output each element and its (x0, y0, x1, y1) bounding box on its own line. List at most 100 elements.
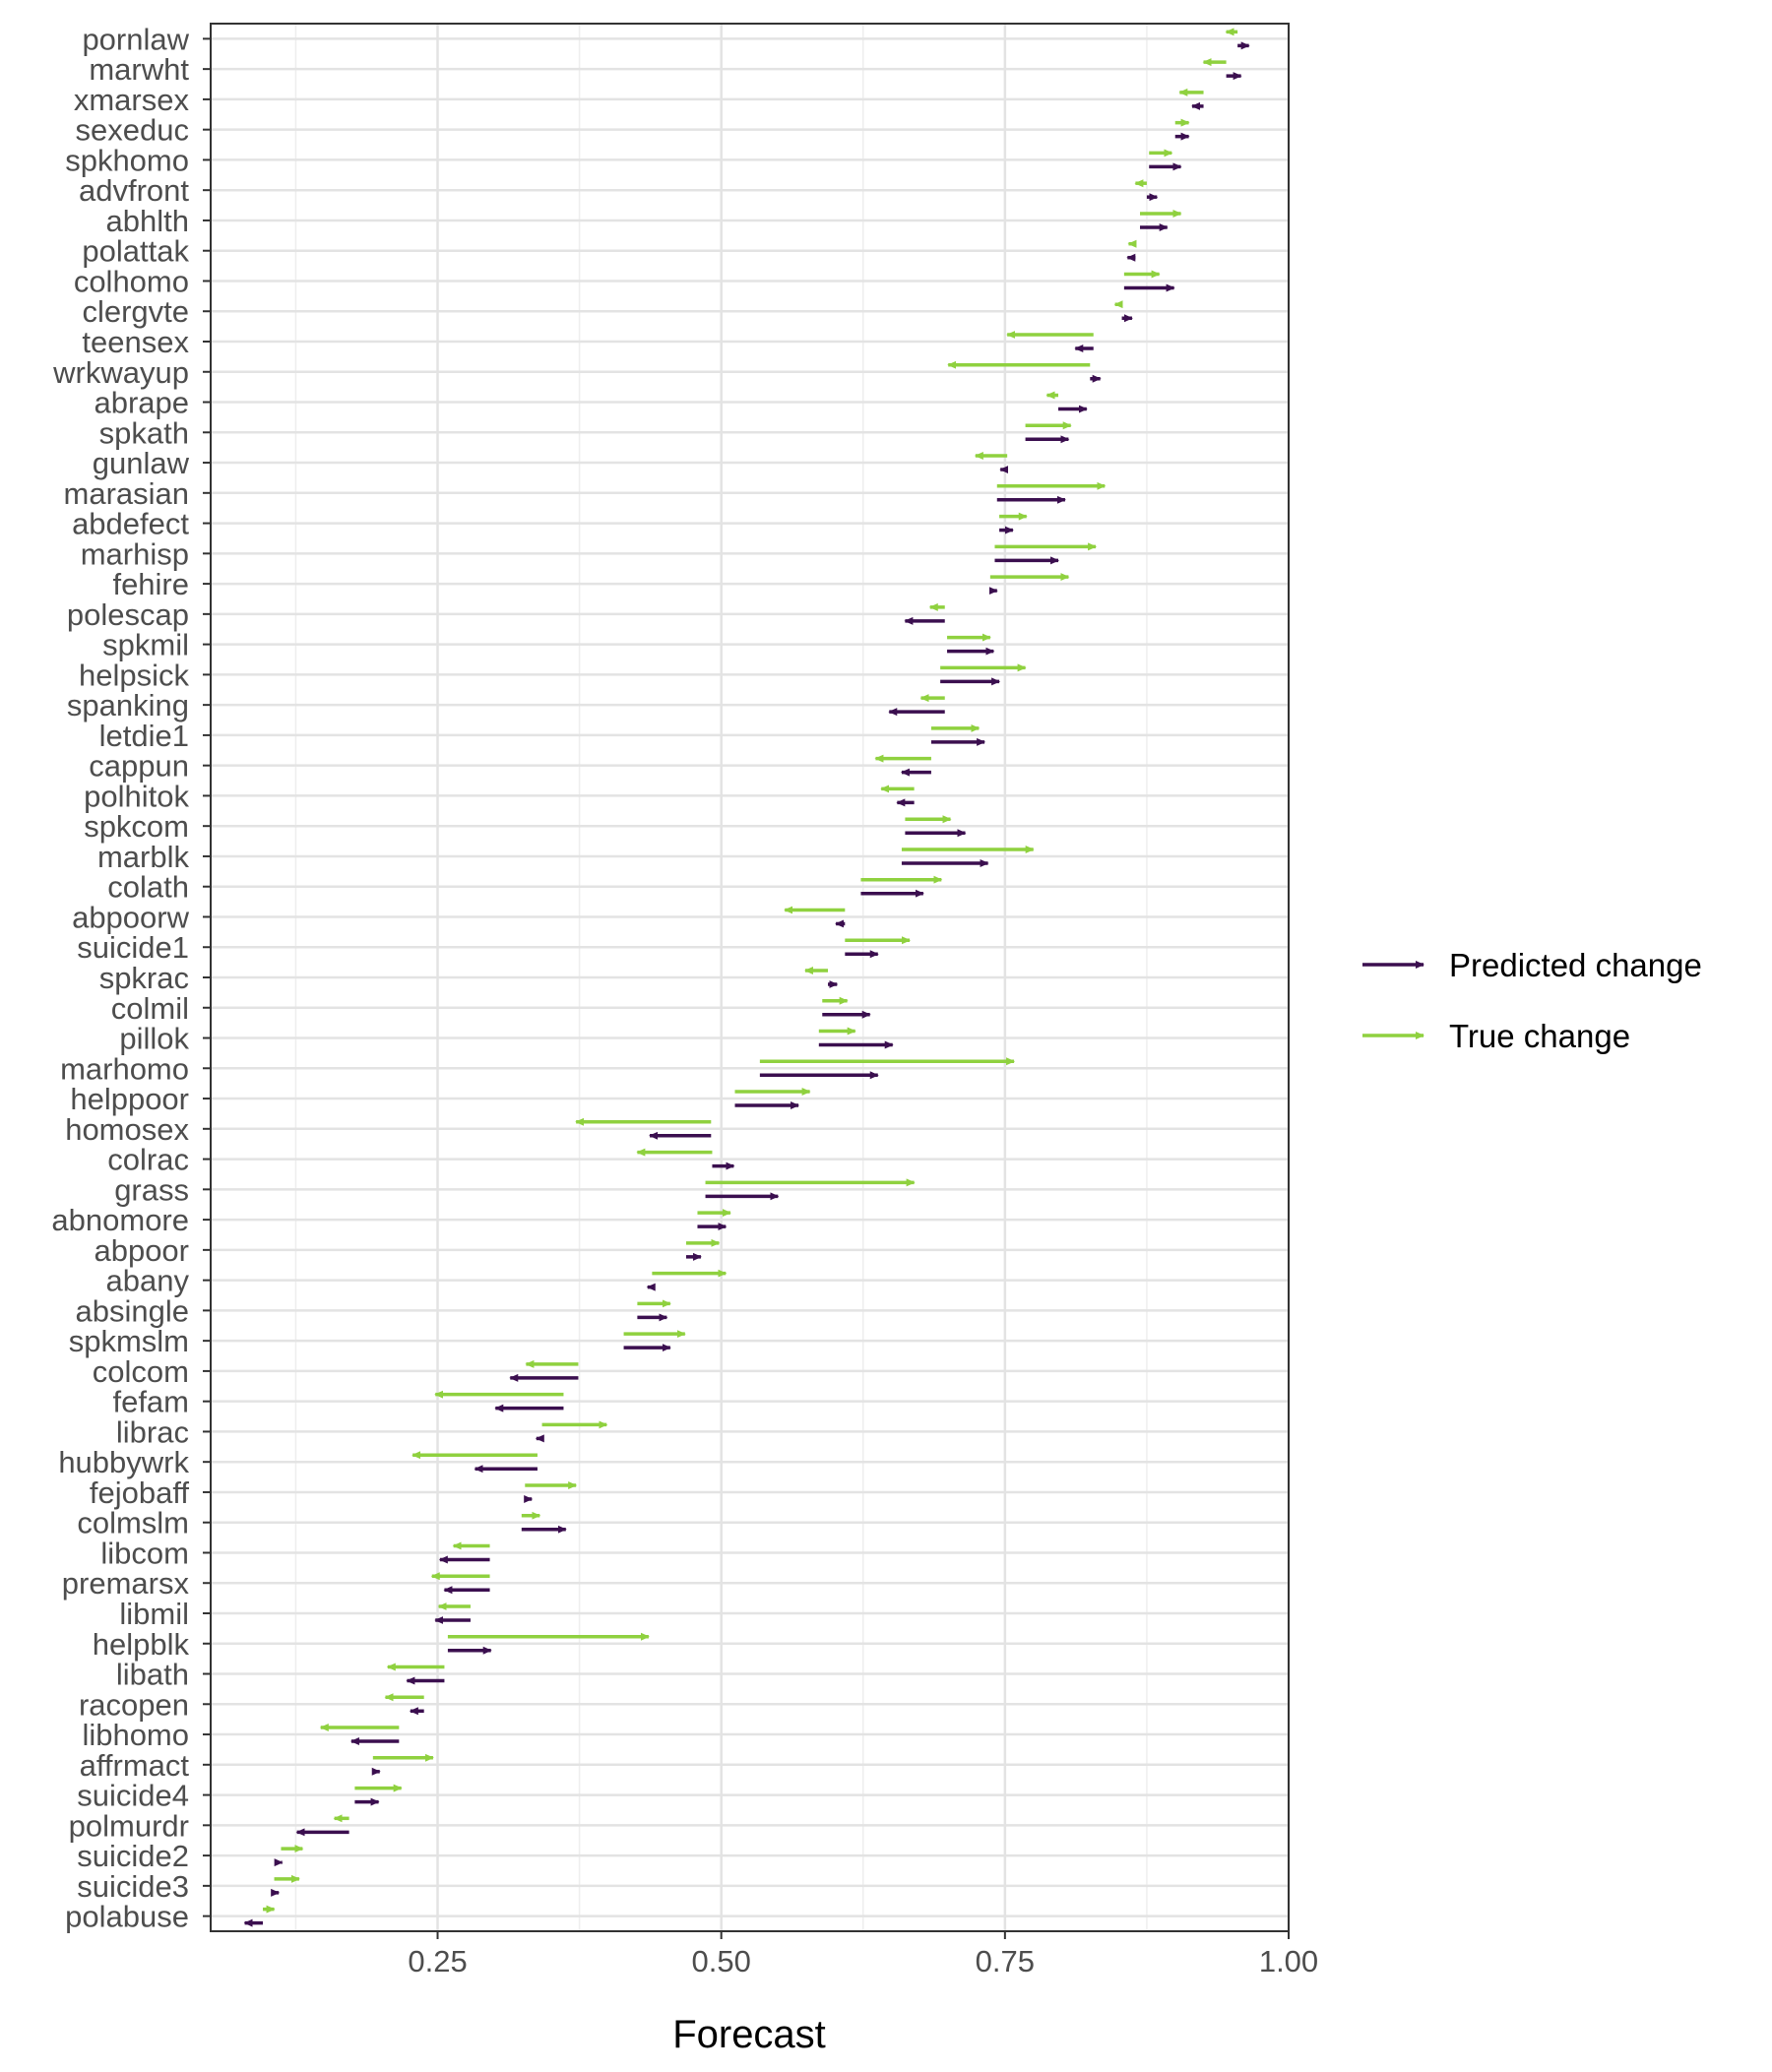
arrow-row-wrkwayup (947, 360, 1102, 383)
y-tick-label: abnomore (51, 1203, 189, 1237)
y-tick-label: spkmil (102, 628, 189, 662)
arrow-row-sexeduc (1174, 118, 1190, 141)
y-tick-label: absingle (76, 1293, 189, 1328)
x-axis-title: Forecast (672, 2013, 826, 2056)
arrow-row-spkmslm (623, 1330, 686, 1352)
arrow-row-clergvte (1113, 300, 1133, 323)
arrow-row-spkrac (803, 967, 839, 988)
arrow-row-abrape (1045, 391, 1088, 413)
y-tick-label: cappun (89, 749, 189, 784)
arrow-row-teensex (1006, 331, 1094, 352)
arrow-row-spkmil (947, 633, 995, 656)
y-tick-label: abany (106, 1264, 190, 1298)
arrow-row-spkcom (905, 815, 967, 838)
arrow-row-marblk (901, 845, 1035, 867)
y-tick-label: sexeduc (76, 113, 189, 148)
x-axis: 0.25 0.50 0.75 1.00 (408, 1931, 1318, 1978)
arrow-row-suicide2 (274, 1845, 304, 1867)
y-tick-label: marasian (64, 476, 190, 511)
y-tick-label: spkrac (99, 961, 189, 995)
arrow-row-abhlth (1140, 209, 1182, 231)
x-tick-label: 0.25 (408, 1944, 467, 1978)
y-tick-label: colrac (107, 1143, 189, 1177)
arrow-row-premarsx (430, 1572, 490, 1595)
y-axis: pornlawmarwhtxmarsexsexeducspkhomoadvfro… (51, 22, 211, 1934)
y-tick-label: marhisp (81, 536, 189, 571)
arrow-row-advfront (1134, 179, 1159, 202)
y-tick-label: marhomo (60, 1051, 189, 1086)
legend-label: Predicted change (1449, 947, 1702, 983)
y-tick-label: clergvte (82, 294, 189, 329)
y-tick-label: gunlaw (93, 446, 190, 480)
y-tick-label: marblk (97, 840, 190, 874)
arrow-row-suicide4 (354, 1784, 403, 1806)
y-tick-label: pillok (119, 1022, 189, 1056)
y-tick-label: libath (116, 1658, 189, 1692)
arrow-row-polmurdr (295, 1814, 349, 1837)
y-tick-label: helppoor (70, 1082, 189, 1116)
arrow-row-gunlaw (974, 452, 1009, 474)
arrow-row-fefam (434, 1390, 564, 1413)
y-tick-label: grass (114, 1172, 189, 1207)
arrow-row-polescap (904, 602, 945, 625)
y-tick-label: xmarsex (74, 83, 190, 117)
arrow-row-pillok (818, 1027, 894, 1049)
y-tick-label: fefam (112, 1385, 189, 1419)
y-tick-label: helpblk (93, 1627, 190, 1662)
y-tick-label: abpoor (94, 1233, 189, 1268)
y-tick-label: spkhomo (65, 143, 189, 177)
arrow-row-hubbywrk (411, 1451, 538, 1474)
y-tick-label: abpoorw (72, 900, 190, 934)
arrow-row-marhisp (994, 542, 1098, 565)
y-tick-label: helpsick (79, 658, 189, 692)
y-tick-label: polmurdr (69, 1808, 189, 1843)
y-tick-label: spkath (99, 415, 189, 450)
arrow-row-libcom (438, 1541, 490, 1564)
y-tick-label: advfront (79, 173, 189, 208)
y-tick-label: suicide1 (77, 930, 189, 965)
arrow-row-polhitok (880, 785, 915, 807)
y-tick-label: colmil (111, 991, 189, 1026)
arrow-row-polattak (1126, 239, 1137, 262)
y-tick-label: suicide3 (77, 1869, 189, 1904)
y-tick-label: homosex (65, 1112, 189, 1147)
arrow-row-colmslm (521, 1511, 567, 1534)
arrow-row-libmil (434, 1602, 471, 1624)
arrow-row-libhomo (319, 1724, 400, 1746)
arrow-row-abnomore (697, 1209, 731, 1231)
x-tick-label: 1.00 (1259, 1944, 1318, 1978)
arrow-row-spkath (1025, 421, 1072, 444)
arrow-row-colcom (509, 1359, 579, 1382)
y-tick-label: abdefect (72, 507, 189, 541)
arrow-row-abany (646, 1269, 728, 1291)
y-tick-label: spkmslm (69, 1324, 189, 1358)
y-tick-label: wrkwayup (52, 355, 189, 390)
y-tick-label: affrmact (80, 1748, 190, 1783)
y-tick-label: colhomo (74, 264, 189, 298)
y-tick-label: teensex (82, 325, 189, 359)
legend-label: True change (1449, 1018, 1630, 1054)
y-tick-label: racopen (79, 1687, 189, 1722)
arrow-row-colmil (822, 996, 871, 1019)
arrow-row-spanking (888, 694, 945, 717)
arrow-row-helpsick (940, 663, 1027, 686)
y-tick-label: colath (107, 870, 189, 905)
y-tick-label: libmil (119, 1597, 189, 1631)
arrow-row-racopen (384, 1693, 424, 1716)
arrow-row-fehire (988, 573, 1070, 596)
y-tick-label: hubbywrk (58, 1445, 189, 1479)
y-tick-label: libcom (100, 1536, 189, 1570)
arrow-row-spkhomo (1149, 149, 1182, 171)
arrow-row-letdie1 (930, 723, 986, 746)
y-tick-label: polabuse (65, 1900, 189, 1934)
y-tick-label: polattak (82, 234, 189, 269)
y-tick-label: abrape (94, 386, 189, 420)
y-tick-label: colmslm (77, 1506, 189, 1540)
y-tick-label: letdie1 (99, 719, 189, 753)
arrow-row-absingle (637, 1299, 671, 1322)
arrow-row-pornlaw (1225, 28, 1250, 50)
grid (211, 24, 1291, 1931)
y-tick-label: librac (116, 1414, 189, 1449)
